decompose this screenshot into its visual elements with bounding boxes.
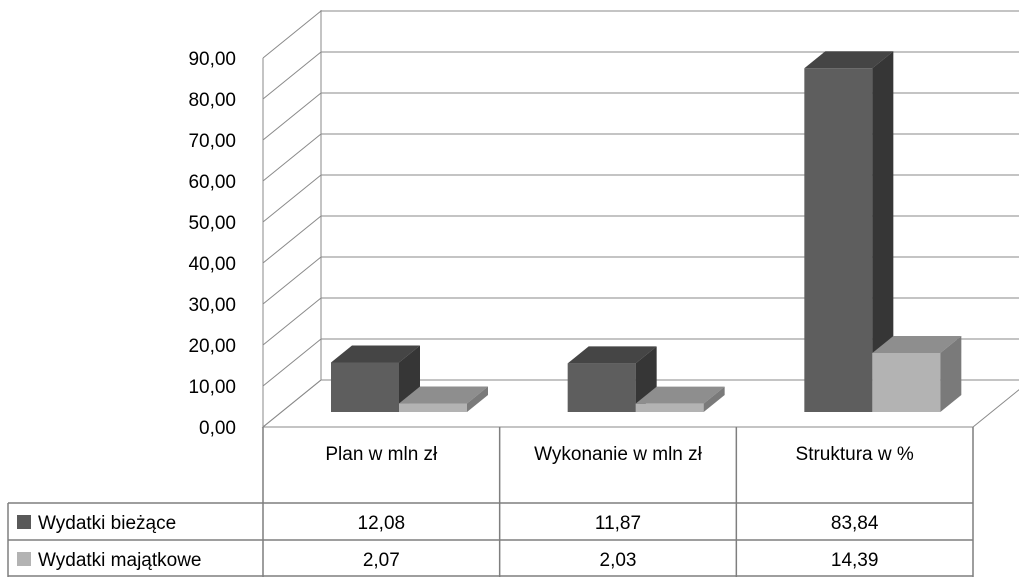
y-axis-tick-labels: 0,00 10,00 20,00 30,00 40,00 50,00 60,00 70,00 8… (188, 49, 236, 439)
bar-wydatki-biezace-2 (804, 51, 894, 413)
x-category-label: Plan w mln zł (325, 444, 438, 465)
bar-wydatki-majatkowe-0 (399, 386, 488, 412)
gridline (262, 174, 1019, 223)
legend-series-name: Wydatki bieżące (38, 513, 176, 534)
data-label: 2,03 (600, 550, 637, 571)
y-tick-label: 30,00 (188, 295, 236, 316)
gridline (262, 10, 1019, 59)
gridline (262, 92, 1019, 141)
grid-lines (261, 10, 1019, 428)
legend-series-name: Wydatki majątkowe (38, 550, 202, 571)
y-tick-label: 50,00 (188, 213, 236, 234)
y-tick-label: 10,00 (188, 377, 236, 398)
y-tick-label: 80,00 (188, 90, 236, 111)
y-tick-label: 70,00 (188, 131, 236, 152)
gridline (262, 133, 1019, 182)
bars (331, 51, 962, 413)
data-label: 14,39 (831, 550, 879, 571)
y-tick-label: 40,00 (188, 254, 236, 275)
legend-key (17, 515, 31, 529)
bar-wydatki-majatkowe-2 (872, 336, 962, 412)
data-label: 12,08 (358, 513, 406, 534)
y-tick-label: 60,00 (188, 172, 236, 193)
legend-key (17, 552, 31, 566)
gridline (262, 215, 1019, 264)
data-label: 11,87 (595, 513, 641, 534)
data-table: Plan w mln zł Wykonanie w mln zł Struktura… (7, 427, 974, 577)
y-tick-label: 20,00 (188, 336, 236, 357)
x-category-label: Wykonanie w mln zł (534, 444, 702, 465)
y-tick-label: 0,00 (199, 418, 236, 439)
data-label: 83,84 (831, 513, 879, 534)
gridline (262, 51, 1019, 100)
bar-wydatki-biezace-1 (567, 346, 657, 412)
y-tick-label: 90,00 (188, 49, 236, 70)
bar-wydatki-biezace-0 (331, 345, 420, 412)
x-category-label: Struktura w % (796, 444, 914, 465)
bar-wydatki-majatkowe-1 (635, 386, 725, 412)
gridline (262, 256, 1019, 305)
data-label: 2,07 (363, 550, 400, 571)
